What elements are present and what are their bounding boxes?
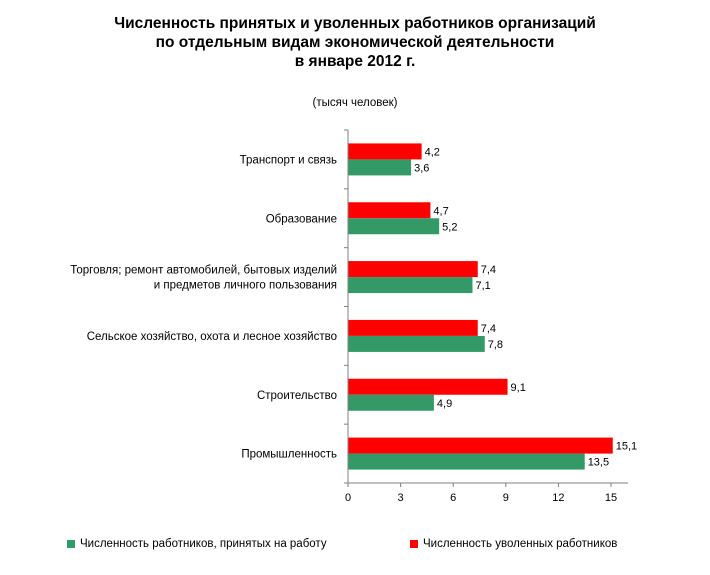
bar-hired-3 bbox=[348, 335, 485, 352]
data-label-hired-0: 3,6 bbox=[414, 162, 429, 174]
bar-dismissed-0 bbox=[348, 143, 422, 160]
category-label-0: Транспорт и связь bbox=[240, 154, 337, 166]
bar-hired-0 bbox=[348, 159, 412, 176]
x-tick-label-1: 3 bbox=[398, 492, 404, 504]
x-tick-label-4: 12 bbox=[552, 492, 564, 504]
chart-subtitle: (тысяч человек) bbox=[312, 97, 398, 109]
data-label-hired-5: 13,5 bbox=[588, 457, 609, 469]
data-label-hired-4: 4,9 bbox=[437, 398, 452, 410]
chart-title-line-2: по отдельным видам экономической деятель… bbox=[155, 34, 555, 51]
data-label-hired-3: 7,8 bbox=[488, 339, 503, 351]
category-label-5: Промышленность bbox=[241, 449, 337, 461]
legend-item-hired: Численность работников, принятых на рабо… bbox=[67, 538, 327, 550]
category-label-3: Сельское хозяйство, охота и лесное хозяй… bbox=[87, 331, 337, 343]
data-label-dismissed-5: 15,1 bbox=[616, 441, 637, 453]
x-tick-label-0: 0 bbox=[345, 492, 351, 504]
bar-dismissed-3 bbox=[348, 319, 478, 336]
bar-hired-1 bbox=[348, 218, 440, 235]
bar-hired-2 bbox=[348, 277, 473, 294]
chart-title-line-3: в январе 2012 г. bbox=[294, 53, 416, 70]
bar-dismissed-2 bbox=[348, 261, 478, 278]
x-tick-label-2: 6 bbox=[450, 492, 456, 504]
data-label-dismissed-1: 4,7 bbox=[433, 205, 448, 217]
bar-dismissed-1 bbox=[348, 202, 431, 219]
bar-dismissed-5 bbox=[348, 437, 613, 454]
x-tick-label-3: 9 bbox=[503, 492, 509, 504]
category-label-1: Образование bbox=[266, 213, 337, 225]
data-label-dismissed-0: 4,2 bbox=[425, 146, 440, 158]
legend-label-dismissed: Численность уволенных работников bbox=[423, 538, 618, 550]
chart-title-line-1: Численность принятых и уволенных работни… bbox=[114, 15, 596, 32]
legend-swatch-hired bbox=[67, 540, 75, 548]
category-label-2-line-1: и предметов личного пользования bbox=[154, 280, 337, 292]
data-label-hired-2: 7,1 bbox=[475, 280, 490, 292]
category-label-2-line-0: Торговля; ремонт автомобилей, бытовых из… bbox=[70, 265, 337, 277]
legend-label-hired: Численность работников, принятых на рабо… bbox=[80, 538, 327, 550]
data-label-hired-1: 5,2 bbox=[442, 221, 457, 233]
chart-legend: Численность работников, принятых на рабо… bbox=[0, 538, 710, 554]
legend-swatch-dismissed bbox=[410, 540, 418, 548]
data-label-dismissed-2: 7,4 bbox=[481, 264, 496, 276]
bar-hired-4 bbox=[348, 394, 434, 411]
data-label-dismissed-4: 9,1 bbox=[511, 382, 526, 394]
data-label-dismissed-3: 7,4 bbox=[481, 323, 496, 335]
category-label-4: Строительство bbox=[257, 390, 337, 402]
legend-item-dismissed: Численность уволенных работников bbox=[410, 538, 617, 550]
bar-dismissed-4 bbox=[348, 378, 508, 395]
chart-title: Численность принятых и уволенных работни… bbox=[0, 14, 710, 71]
bar-hired-5 bbox=[348, 453, 585, 470]
x-tick-label-5: 15 bbox=[605, 492, 617, 504]
